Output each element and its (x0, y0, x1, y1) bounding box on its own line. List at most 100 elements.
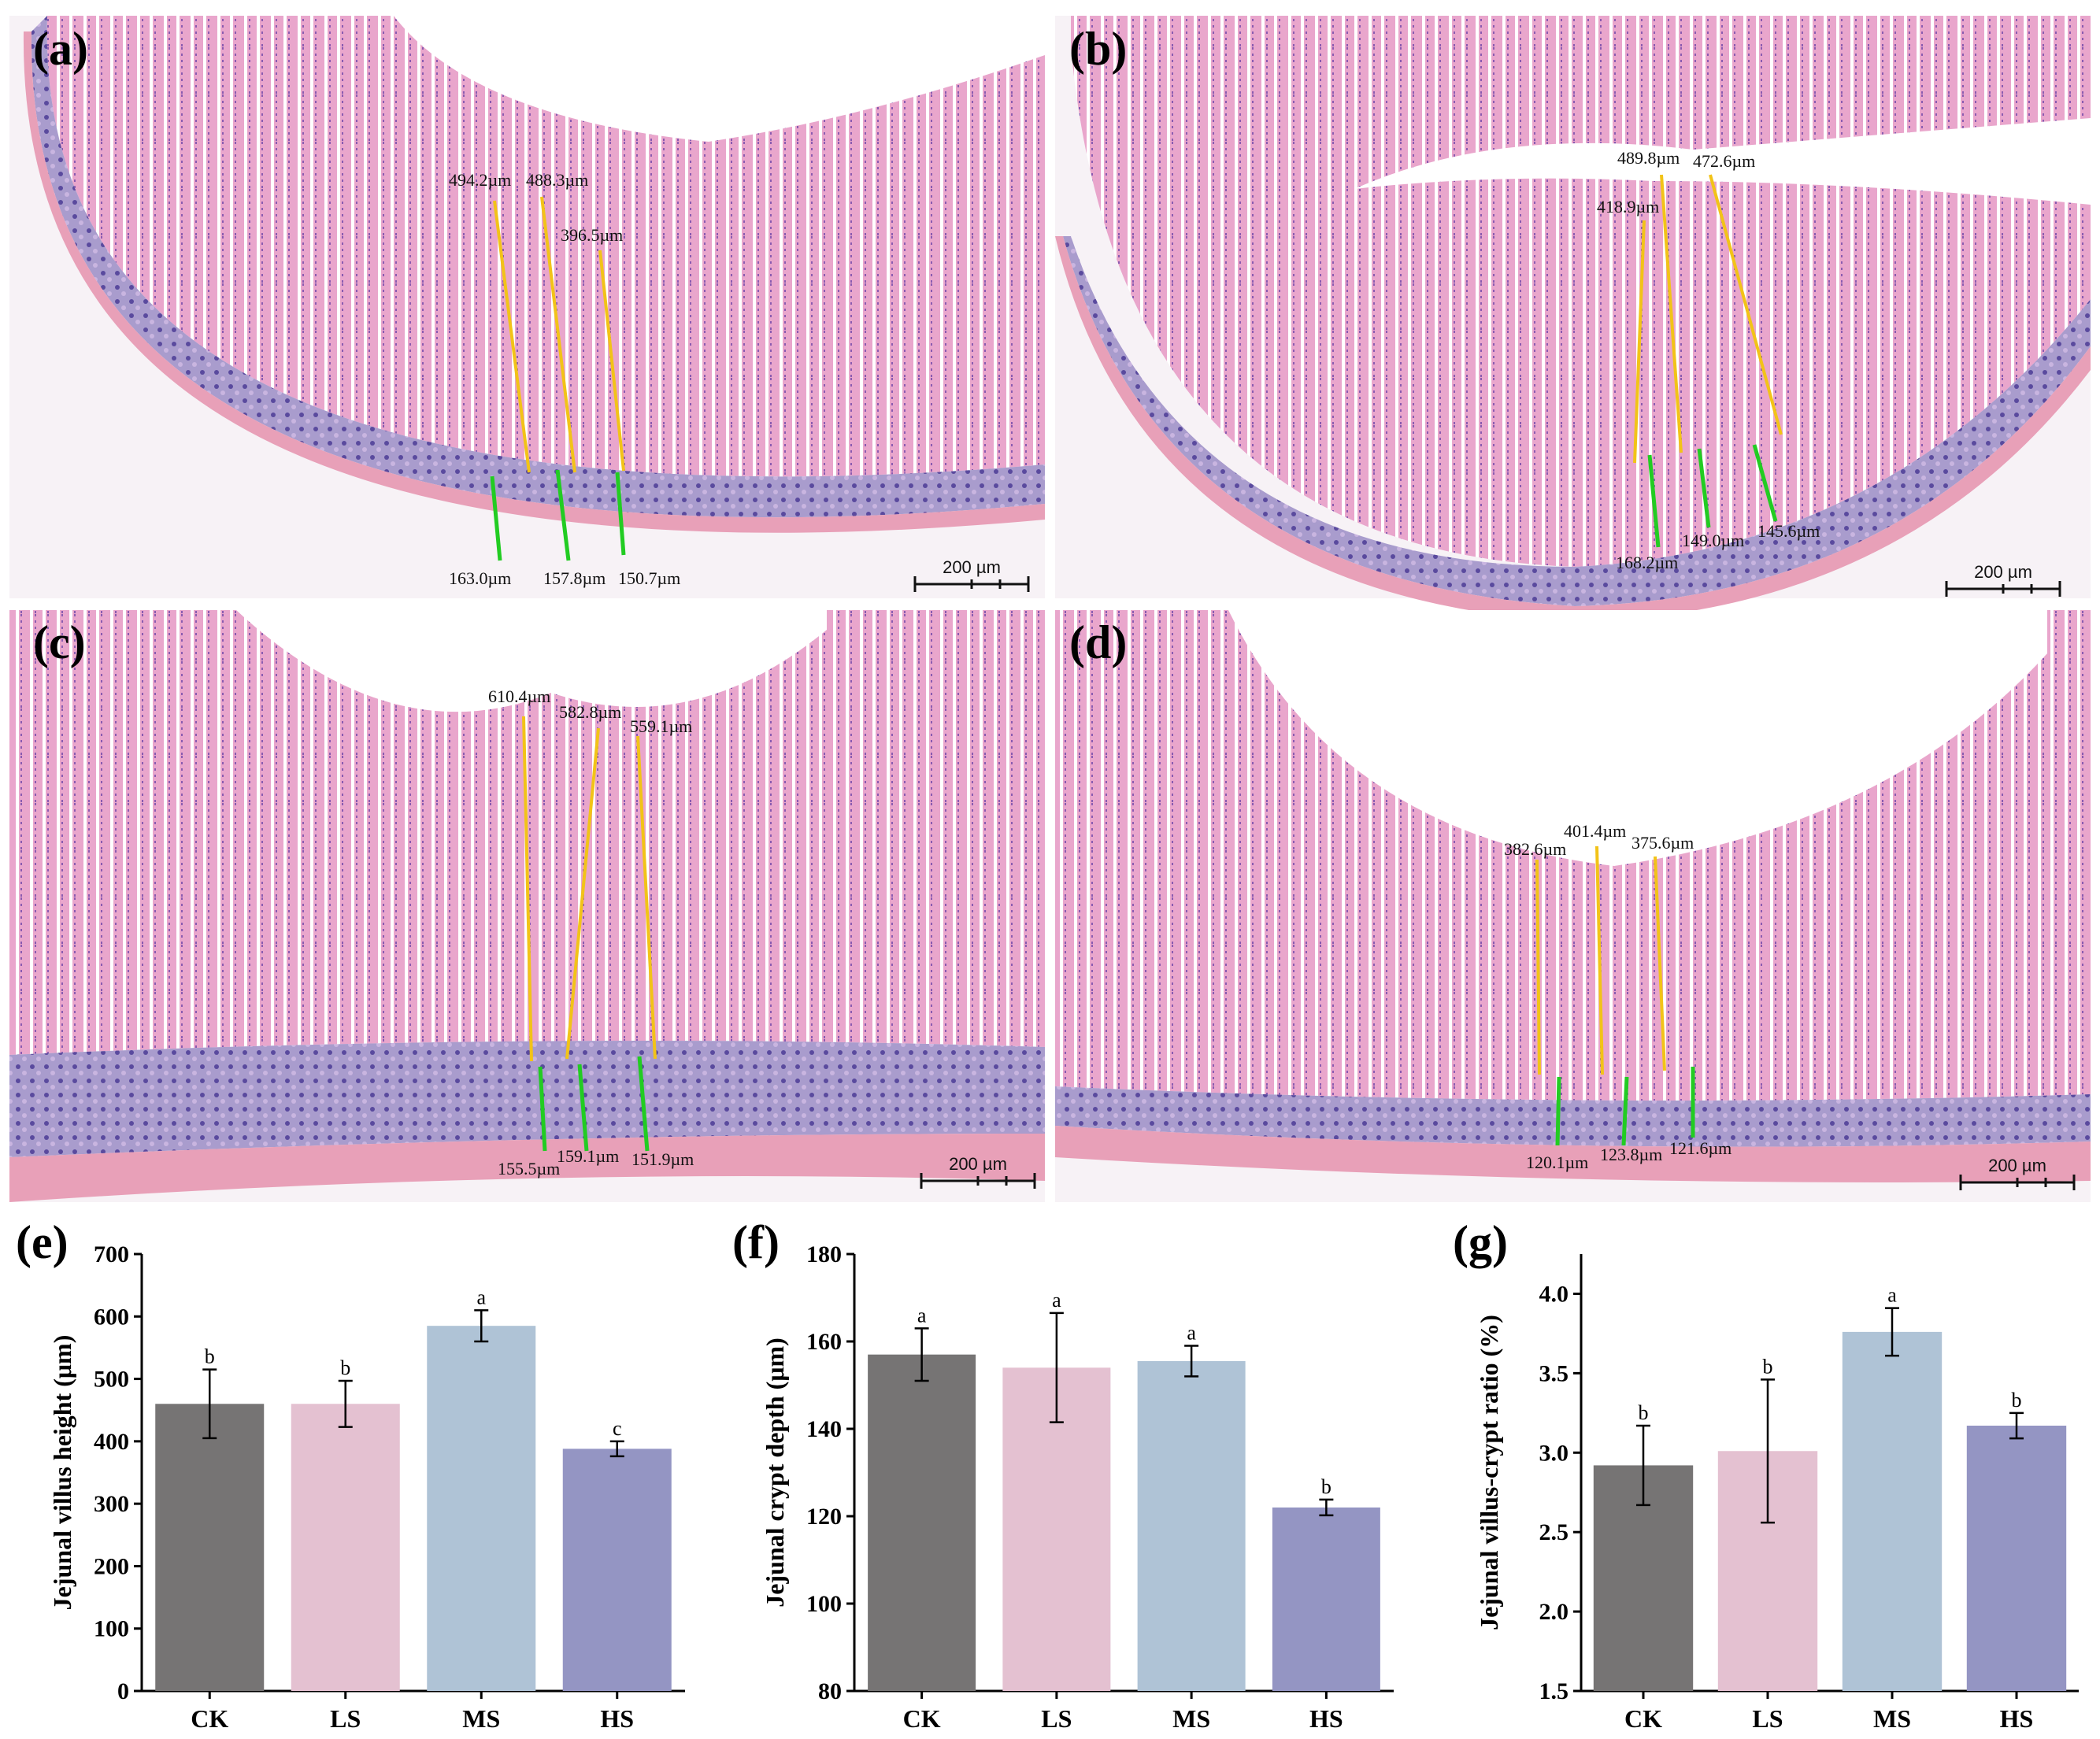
significance-letter: b (1763, 1355, 1773, 1378)
crypt-line (538, 1066, 547, 1152)
scale-bar-label: 200 µm (943, 557, 1001, 577)
chart-villus-height: (e) 0 100 200 300 400 500 600 700 Jejunal villus … (16, 1216, 685, 1733)
x-category-label: CK (1624, 1704, 1662, 1733)
villus-measurement: 396.5µm (561, 225, 623, 245)
crypt-line (490, 475, 502, 561)
scale-bar: 200 µm (1959, 1156, 2076, 1190)
crypt-measurement: 121.6µm (1669, 1138, 1731, 1158)
crypt-line (1697, 448, 1711, 528)
villus-measurement: 488.3µm (526, 170, 588, 190)
significance-letter: c (613, 1417, 622, 1440)
bar-ms (1842, 1331, 1943, 1691)
panel-label: (e) (16, 1216, 69, 1268)
lumen (236, 610, 827, 712)
lumen (1354, 118, 2091, 205)
significance-letter: b (340, 1356, 350, 1379)
villus-line (1660, 174, 1683, 453)
crypt-measurement: 155.5µm (498, 1159, 560, 1178)
crypt-line (577, 1064, 589, 1152)
bar-ms (427, 1326, 536, 1691)
bar-ls (291, 1404, 400, 1691)
villus-measurement: 610.4µm (488, 686, 550, 706)
villus-measurement: 375.6µm (1631, 833, 1694, 853)
crypt-measurement: 149.0µm (1682, 531, 1744, 550)
y-tick-label: 160 (806, 1329, 842, 1355)
muscularis-layer (1055, 1126, 2091, 1182)
y-tick-label: 0 (117, 1678, 129, 1704)
micrograph-d: (d) 382.6µm 401.4µm 375.6µm 120.1µm 123.… (1055, 610, 2091, 1202)
scale-bar-label: 200 µm (1988, 1156, 2046, 1175)
y-tick-label: 500 (94, 1367, 129, 1393)
scale-bar-label: 200 µm (1974, 562, 2032, 582)
y-tick-label: 80 (818, 1678, 842, 1704)
muscularis-layer (9, 1134, 1045, 1202)
villus-line (1535, 859, 1541, 1075)
x-category-label: LS (1752, 1704, 1783, 1733)
villus-measurement: 559.1µm (630, 716, 692, 736)
villus-measurement: 489.8µm (1617, 148, 1680, 168)
significance-letter: a (917, 1304, 927, 1326)
crypt-layer (9, 1041, 1045, 1157)
y-tick-label: 100 (806, 1591, 842, 1617)
x-category-label: HS (1309, 1704, 1343, 1733)
crypt-measurement: 123.8µm (1600, 1145, 1662, 1164)
chart-crypt-depth: (f) 80 100 120 140 160 180 Jejunal crypt depth … (732, 1216, 1394, 1733)
micrograph-b: (b) 418.9µm 489.8µm 472.6µm 168.2µm 149.… (1055, 16, 2091, 622)
crypt-measurement: 151.9µm (631, 1149, 694, 1169)
bar-hs (1272, 1507, 1380, 1691)
crypt-layer (1063, 236, 2091, 606)
significance-letter: a (1887, 1284, 1897, 1307)
crypt-measurement: 145.6µm (1757, 521, 1820, 541)
crypt-line (615, 472, 626, 556)
scale-bar: 200 µm (1945, 562, 2061, 597)
crypt-measurement: 157.8µm (543, 568, 606, 588)
panel-label-d: (d) (1069, 616, 1127, 668)
crypt-line (1752, 444, 1778, 522)
y-axis-title: Jejunal crypt depth (μm) (761, 1338, 789, 1608)
significance-letter: b (205, 1345, 215, 1368)
lumen (1228, 610, 2047, 866)
y-tick-label: 3.0 (1539, 1440, 1569, 1466)
crypt-line (637, 1056, 650, 1152)
significance-letter: a (1052, 1289, 1061, 1312)
y-axis-title: Jejunal villus height (μm) (48, 1335, 76, 1611)
x-category-label: LS (330, 1704, 361, 1733)
lumen (394, 16, 1045, 142)
crypt-line (1647, 454, 1661, 548)
villus-line (540, 196, 576, 473)
micrograph-c: (c) 610.4µm 582.8µm 559.1µm 155.5µm 159.… (9, 610, 1045, 1202)
y-tick-label: 4.0 (1539, 1281, 1569, 1307)
x-category-label: LS (1041, 1704, 1072, 1733)
panel-label-b: (b) (1069, 23, 1127, 75)
scale-bar: 200 µm (920, 1154, 1036, 1189)
villus-line (1654, 856, 1666, 1071)
y-tick-label: 400 (94, 1429, 129, 1455)
y-tick-label: 3.5 (1539, 1360, 1569, 1386)
villus-line (1633, 220, 1646, 464)
villus-line (565, 727, 600, 1060)
panel-label: (f) (732, 1216, 780, 1268)
villus-measurement: 401.4µm (1564, 821, 1626, 841)
y-axis-title: Jejunal villus-crypt ratio (%) (1475, 1315, 1503, 1630)
crypt-measurement: 150.7µm (618, 568, 680, 588)
villus-measurement: 494.2µm (449, 170, 511, 190)
villus-measurement: 472.6µm (1693, 151, 1755, 171)
y-tick-label: 140 (806, 1416, 842, 1442)
villus-line (493, 200, 531, 473)
y-tick-label: 200 (94, 1553, 129, 1579)
panel-label-a: (a) (33, 23, 88, 75)
y-tick-label: 300 (94, 1491, 129, 1517)
significance-letter: b (2012, 1389, 2022, 1412)
x-category-label: MS (462, 1704, 500, 1733)
bar-ck (868, 1354, 976, 1691)
villus-line (522, 716, 533, 1062)
x-category-label: HS (2000, 1704, 2034, 1733)
crypt-line (1621, 1076, 1629, 1146)
x-category-label: HS (600, 1704, 634, 1733)
significance-letter: b (1639, 1401, 1649, 1424)
bar-hs (562, 1449, 672, 1691)
crypt-line (1555, 1076, 1561, 1146)
micrograph-a: (a) 494.2µm 488.3µm 396.5µm 163.0µm 157.… (9, 16, 1046, 598)
significance-letter: a (476, 1286, 486, 1308)
y-tick-label: 100 (94, 1616, 129, 1642)
